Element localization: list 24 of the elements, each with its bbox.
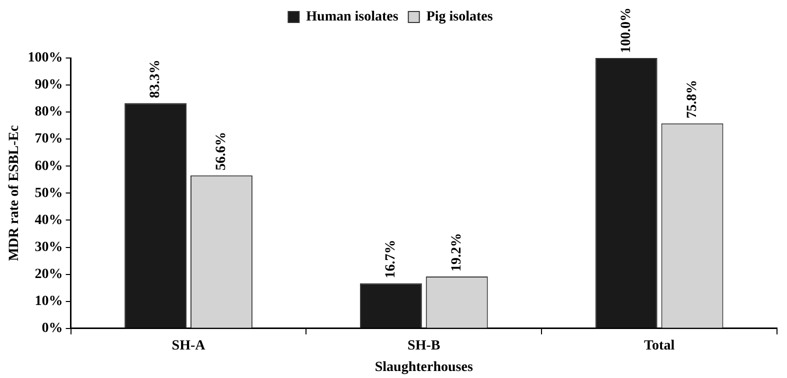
data-label: 83.3% [148,60,164,98]
y-tick-label: 60% [34,158,63,174]
y-tick-label: 90% [34,78,63,93]
y-tick-label: 20% [34,266,63,282]
legend-label: Human isolates [306,10,399,25]
data-label: 19.2% [449,232,464,272]
legend-label: Pig isolates [426,10,494,25]
data-label: 100.0% [618,8,634,53]
y-axis-title: MDR rate of ESBL-Ec [7,125,22,262]
y-tick-label: 100% [28,50,63,66]
y-tick-label: 40% [34,212,63,228]
y-tick-label: 30% [34,240,63,255]
y-tick-label: 70% [34,132,63,147]
data-label: 16.7% [384,240,399,278]
y-tick-label: 0% [42,321,63,336]
y-tick-label: 10% [34,294,63,309]
y-tick-label: 50% [34,186,63,201]
x-axis-title: Slaughterhouses [374,360,474,376]
data-label: 56.6% [214,132,230,170]
x-tick-label: SH-B [408,338,440,354]
x-tick-label: Total [644,338,675,354]
x-tick-label: SH-A [172,338,206,354]
data-label: 75.8% [684,80,700,118]
y-tick-label: 80% [34,104,63,120]
